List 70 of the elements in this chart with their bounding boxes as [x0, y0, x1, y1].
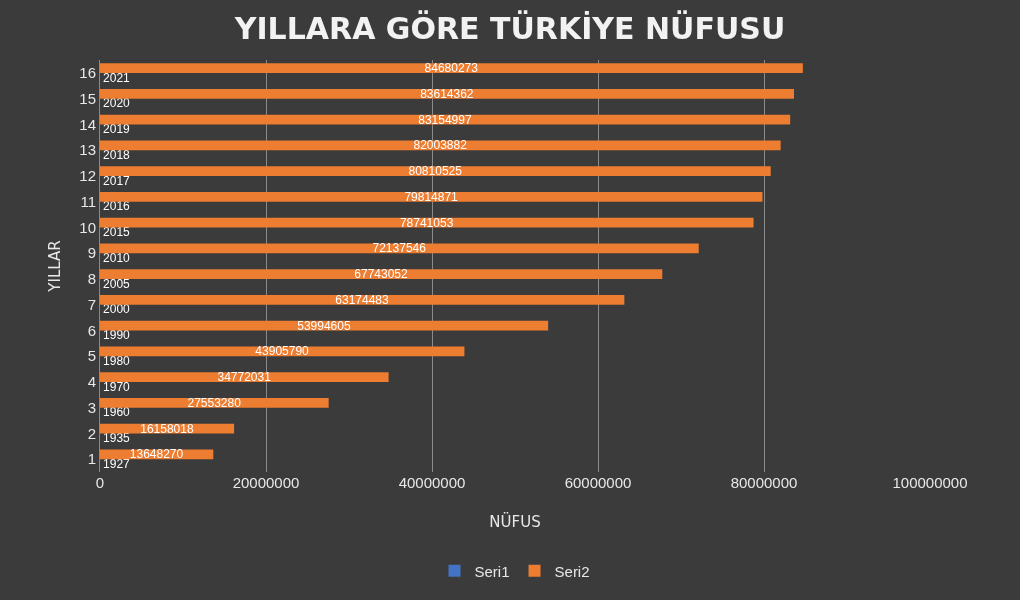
- data-label: 2000: [103, 302, 131, 317]
- x-tick-label: 40000000: [398, 474, 466, 491]
- y-tick-label: 10: [79, 218, 96, 236]
- bar: [100, 372, 389, 382]
- y-axis-title: YILLAR: [46, 240, 64, 293]
- data-label: 83614362: [420, 86, 474, 101]
- data-label: 1980: [103, 353, 131, 368]
- data-label: 78741053: [399, 215, 454, 230]
- data-label: 27553280: [187, 395, 242, 410]
- data-label: 43905790: [255, 344, 310, 359]
- data-label: 53994605: [297, 318, 351, 333]
- y-tick-label: 5: [87, 347, 96, 365]
- data-label: 16158018: [140, 421, 194, 436]
- y-tick-label: 13: [79, 141, 96, 159]
- data-label: 1970: [103, 379, 131, 394]
- data-label: 67743052: [354, 267, 408, 282]
- bar: [100, 191, 763, 202]
- y-tick-label: 15: [79, 89, 96, 107]
- data-label: 82003882: [413, 138, 468, 153]
- data-label: 72137546: [372, 241, 427, 256]
- data-label: 1927: [103, 456, 131, 471]
- x-tick-label: 60000000: [564, 474, 632, 491]
- bar: [100, 63, 803, 73]
- y-tick-label: 1: [87, 450, 96, 468]
- y-tick-label: 6: [87, 321, 96, 339]
- data-label: 63174483: [335, 292, 390, 307]
- y-tick-label: 2: [87, 424, 96, 442]
- bar: [100, 346, 465, 357]
- data-label: 2019: [103, 122, 131, 137]
- data-label: 2016: [103, 199, 131, 214]
- data-label: 79814871: [404, 189, 459, 204]
- x-axis-title: NÜFUS: [489, 512, 541, 531]
- bar: [100, 166, 771, 176]
- data-label: 2018: [103, 147, 131, 162]
- data-label: 2020: [103, 96, 131, 111]
- data-label: 2005: [103, 276, 131, 291]
- x-tick-label: 80000000: [730, 474, 798, 491]
- data-label: 2010: [103, 250, 131, 265]
- legend-label: Seri2: [554, 562, 590, 580]
- bar: [100, 140, 781, 151]
- bar: [100, 294, 625, 305]
- data-label: 1935: [103, 431, 131, 446]
- data-label: 2017: [103, 173, 131, 188]
- data-label: 80810525: [408, 164, 463, 179]
- data-label: 1990: [103, 328, 131, 343]
- y-tick-label: 9: [87, 244, 96, 262]
- y-tick-label: 14: [79, 115, 96, 133]
- bar: [100, 397, 329, 408]
- data-label: 84680273: [424, 61, 479, 76]
- x-tick-label: 100000000: [892, 474, 968, 491]
- data-label: 34772031: [217, 370, 272, 385]
- chart-title: YILLARA GÖRE TÜRKİYE NÜFUSU: [233, 10, 786, 46]
- legend-label: Seri1: [474, 562, 510, 580]
- y-tick-label: 7: [87, 295, 96, 313]
- data-label: 1960: [103, 405, 131, 420]
- bar: [100, 88, 794, 99]
- y-tick-label: 8: [87, 270, 96, 288]
- data-label: 2015: [103, 225, 131, 240]
- y-tick-label: 16: [79, 64, 96, 82]
- data-label: 13648270: [129, 447, 184, 462]
- y-tick-label: 3: [87, 398, 96, 416]
- y-tick-label: 4: [87, 373, 96, 391]
- data-label: 83154997: [418, 112, 472, 127]
- bar: [100, 269, 663, 279]
- y-tick-label: 11: [80, 192, 96, 210]
- y-tick-label: 12: [79, 167, 96, 185]
- bar: [100, 243, 699, 254]
- x-tick-label: 20000000: [232, 474, 300, 491]
- data-label: 2021: [103, 70, 131, 85]
- x-tick-label: 0: [95, 474, 105, 491]
